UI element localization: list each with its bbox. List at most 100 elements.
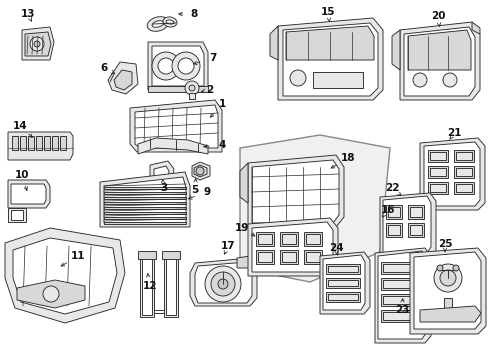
Polygon shape [240,163,248,203]
Bar [430,168,446,176]
Bar [328,280,358,286]
Polygon shape [114,70,132,90]
Bar [142,257,152,315]
Polygon shape [408,30,471,70]
Polygon shape [11,210,23,220]
Polygon shape [195,262,252,303]
Circle shape [211,272,235,296]
Polygon shape [135,105,218,148]
Polygon shape [194,165,207,177]
Bar [313,72,363,88]
Bar [148,86,208,92]
Bar [258,252,272,262]
Bar [430,184,446,192]
Ellipse shape [163,17,177,27]
Polygon shape [248,218,338,276]
Bar [44,136,50,150]
Polygon shape [420,138,485,210]
Polygon shape [104,177,186,223]
Circle shape [453,265,459,271]
Bar [328,266,358,272]
Bar [428,182,448,194]
Bar [381,310,421,322]
Bar [104,192,186,194]
Polygon shape [154,166,169,183]
Text: 6: 6 [100,63,108,73]
Circle shape [196,167,204,175]
Polygon shape [323,255,365,310]
Polygon shape [240,135,390,282]
Bar [28,136,34,150]
Bar [304,250,322,264]
Text: 17: 17 [220,241,235,251]
Polygon shape [13,238,117,314]
Bar [428,166,448,178]
Bar [386,223,402,237]
Polygon shape [320,252,370,314]
Bar [456,152,472,160]
Polygon shape [237,256,255,268]
Polygon shape [424,142,480,206]
Polygon shape [25,32,51,56]
Text: 2: 2 [206,85,214,95]
Text: 21: 21 [447,128,461,138]
Circle shape [443,73,457,87]
Polygon shape [8,208,26,222]
Text: 25: 25 [438,239,452,249]
Polygon shape [375,248,431,343]
Text: 23: 23 [395,305,409,315]
Text: 8: 8 [191,9,197,19]
Polygon shape [400,22,480,100]
Text: 22: 22 [385,183,399,193]
Bar [410,225,422,235]
Bar [164,255,178,317]
Bar [140,255,154,317]
Circle shape [34,41,40,47]
Text: 11: 11 [71,251,85,261]
Polygon shape [252,222,333,272]
Bar [381,262,421,274]
Polygon shape [148,42,208,90]
Bar [444,298,452,310]
Polygon shape [100,172,190,227]
Bar [383,264,419,272]
Polygon shape [22,27,54,60]
Ellipse shape [166,20,174,24]
Circle shape [218,279,228,289]
Text: 12: 12 [143,281,157,291]
Polygon shape [278,18,383,100]
Bar [408,205,424,219]
Circle shape [158,58,174,74]
Ellipse shape [147,17,169,31]
Bar [104,197,186,199]
Polygon shape [270,26,278,60]
Polygon shape [130,100,222,152]
Bar [104,187,186,189]
Bar [20,136,26,150]
Circle shape [30,37,44,51]
Polygon shape [8,132,73,160]
Polygon shape [11,184,46,204]
Bar [138,251,156,259]
Polygon shape [420,306,481,322]
Bar [104,212,186,214]
Bar [104,222,186,224]
Circle shape [43,286,59,302]
Text: 7: 7 [209,53,217,63]
Text: 13: 13 [21,9,35,19]
Bar [456,184,472,192]
Text: 20: 20 [431,11,445,21]
Bar [381,294,421,306]
Bar [388,225,400,235]
Bar [162,251,180,259]
Text: 14: 14 [13,121,27,131]
Text: 10: 10 [15,170,29,180]
Bar [454,182,474,194]
Polygon shape [410,248,486,334]
Polygon shape [138,138,208,154]
Polygon shape [152,46,204,86]
Circle shape [152,52,180,80]
Bar [386,205,402,219]
Polygon shape [383,196,431,253]
Bar [189,93,195,99]
